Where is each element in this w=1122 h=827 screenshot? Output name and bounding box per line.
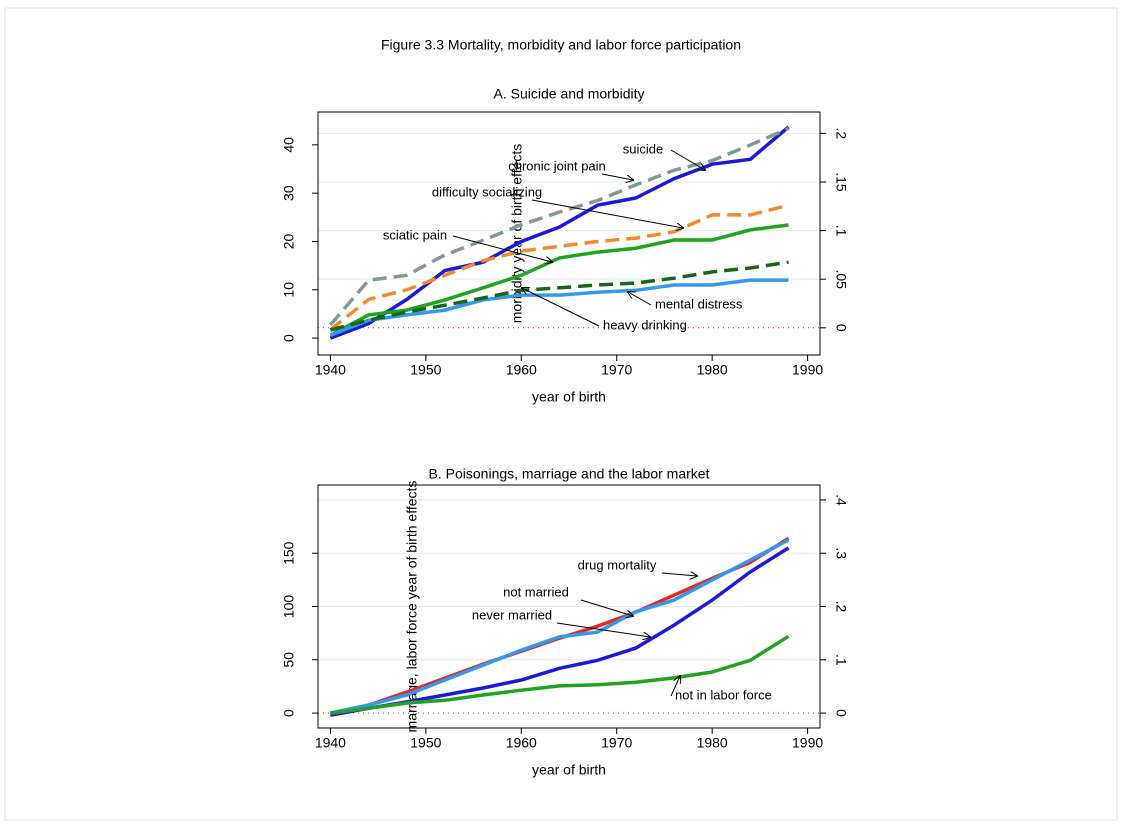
annotation-arrow [661, 573, 697, 576]
x-tick-label: 1990 [792, 735, 823, 751]
y-tick-label: 50 [281, 652, 297, 668]
y-tick-label: 0 [281, 709, 297, 717]
annotation-arrow [670, 149, 705, 170]
annotation-arrow [556, 622, 650, 637]
x-tick-label: 1940 [315, 362, 346, 378]
y-axis-label: marriage, labor force year of birth effe… [404, 481, 420, 733]
y-tick-label: 0 [281, 334, 297, 342]
annotation-arrow [601, 173, 633, 180]
series-line [329, 223, 789, 337]
y2-tick-label: .1 [833, 654, 849, 666]
x-tick-label: 1970 [601, 735, 632, 751]
x-tick-label: 1990 [792, 362, 823, 378]
annotation: mental distress [655, 296, 743, 311]
annotation-arrow [452, 235, 552, 262]
y-tick-label: 20 [281, 233, 297, 249]
plot-frame [317, 111, 821, 356]
x-tick-label: 1960 [506, 362, 537, 378]
annotation: chronic joint pain [508, 158, 606, 173]
series-line [330, 538, 790, 715]
y2-tick-label: .4 [833, 494, 849, 506]
series-line [330, 634, 790, 715]
annotation-arrow [580, 599, 633, 616]
annotation-arrow [522, 288, 600, 327]
x-tick-label: 1950 [410, 735, 441, 751]
annotation: not in labor force [675, 687, 772, 702]
y2-tick-label: .3 [833, 547, 849, 559]
page-border [4, 7, 1118, 821]
annotation: drug mortality [578, 557, 657, 572]
y-tick-label: 30 [281, 185, 297, 201]
series-line [329, 203, 789, 332]
x-tick-label: 1980 [697, 735, 728, 751]
x-tick-label: 1970 [601, 362, 632, 378]
series-line [329, 260, 789, 332]
y2-tick-label: .1 [833, 225, 849, 237]
annotation: heavy drinking [603, 317, 687, 332]
figure-title: Figure 3.3 Mortality, morbidity and labo… [381, 37, 741, 53]
annotation: not married [503, 584, 569, 599]
series-line [329, 125, 790, 340]
y2-tick-label: .05 [833, 269, 849, 289]
panel-title: B. Poisonings, marriage and the labor ma… [429, 466, 710, 482]
x-axis-label: year of birth [532, 762, 606, 778]
y2-tick-label: .15 [833, 172, 849, 192]
y2-tick-label: 0 [833, 324, 849, 332]
x-axis-label: year of birth [532, 389, 606, 405]
annotation: suicide [623, 141, 663, 156]
annotation: difficulty socializing [432, 184, 542, 199]
y2-tick-label: .2 [833, 128, 849, 140]
y-tick-label: 40 [281, 137, 297, 153]
annotation-arrow [531, 199, 683, 228]
y-tick-label: 150 [281, 541, 297, 565]
y-tick-label: 100 [281, 595, 297, 619]
annotation: never married [472, 607, 552, 622]
y-tick-label: 10 [281, 282, 297, 298]
annotation: sciatic pain [383, 227, 447, 242]
x-tick-label: 1950 [410, 362, 441, 378]
y2-tick-label: 0 [833, 709, 849, 717]
panel-title: A. Suicide and morbidity [494, 86, 645, 102]
y2-tick-label: .2 [833, 601, 849, 613]
annotation-arrow [670, 676, 680, 697]
x-tick-label: 1960 [506, 735, 537, 751]
x-tick-label: 1940 [315, 735, 346, 751]
series-line [329, 126, 790, 327]
x-tick-label: 1980 [697, 362, 728, 378]
series-line [329, 278, 789, 337]
annotation-arrow [628, 292, 652, 306]
